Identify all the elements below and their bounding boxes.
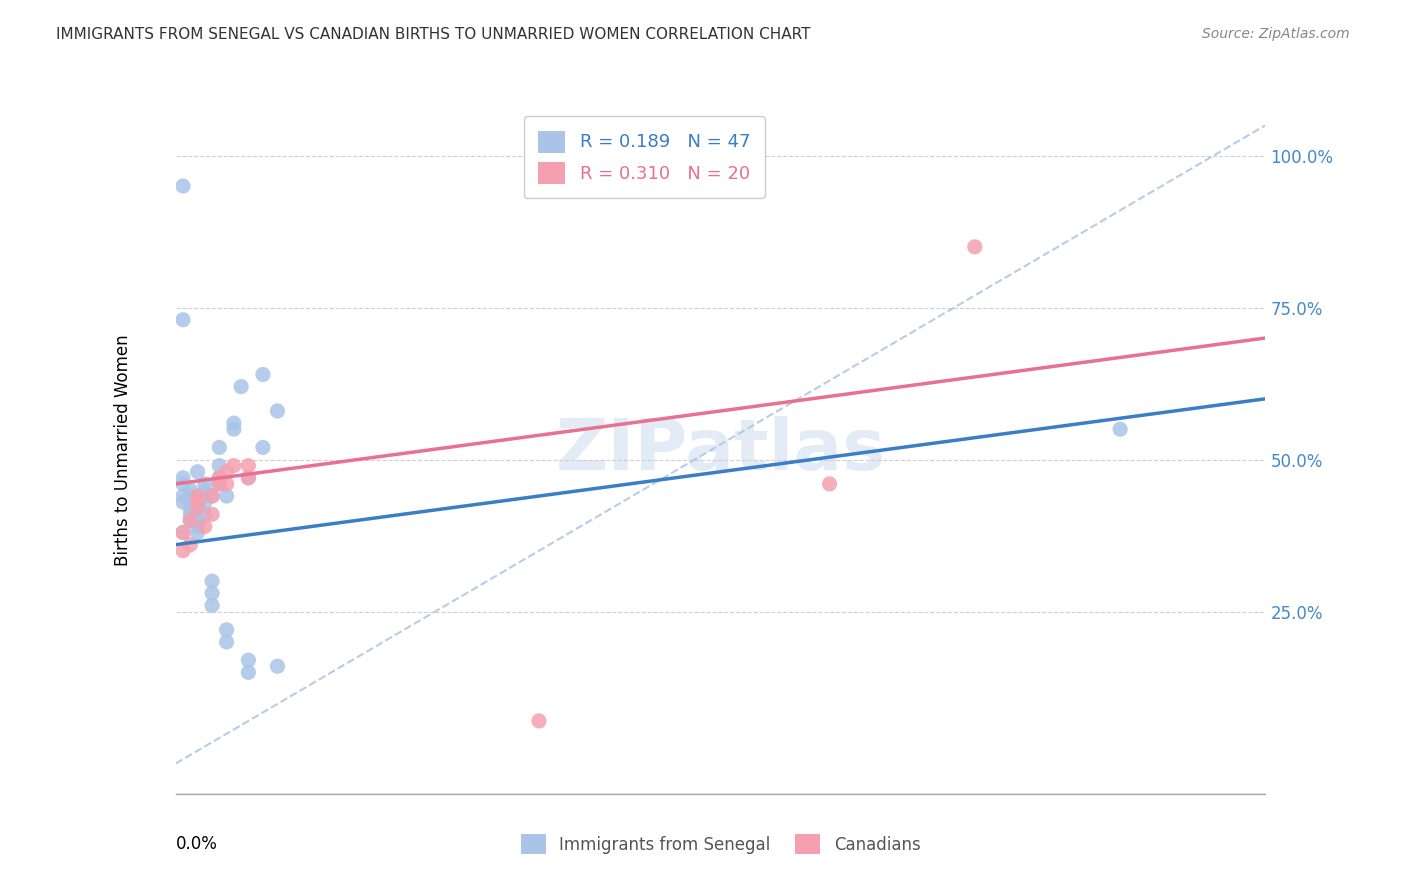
Point bbox=[179, 495, 201, 509]
Point bbox=[201, 489, 224, 503]
Point bbox=[238, 471, 260, 485]
Point bbox=[172, 525, 194, 540]
Point bbox=[208, 476, 231, 491]
Point bbox=[172, 471, 194, 485]
Point bbox=[194, 508, 217, 522]
Point bbox=[215, 489, 238, 503]
Point bbox=[194, 519, 217, 533]
Point bbox=[186, 495, 209, 509]
Point bbox=[194, 495, 217, 509]
Point bbox=[172, 543, 194, 558]
Point bbox=[179, 513, 201, 527]
Point bbox=[201, 508, 224, 522]
Text: ZIPatlas: ZIPatlas bbox=[555, 416, 886, 485]
Point bbox=[208, 471, 231, 485]
Point bbox=[186, 495, 209, 509]
Text: Source: ZipAtlas.com: Source: ZipAtlas.com bbox=[1202, 27, 1350, 41]
Point bbox=[818, 476, 841, 491]
Point bbox=[222, 458, 245, 473]
Point bbox=[186, 465, 209, 479]
Point bbox=[208, 476, 231, 491]
Point bbox=[172, 312, 194, 326]
Legend: Immigrants from Senegal, Canadians: Immigrants from Senegal, Canadians bbox=[515, 828, 927, 861]
Point bbox=[186, 495, 209, 509]
Point bbox=[186, 501, 209, 516]
Point bbox=[179, 501, 201, 516]
Point bbox=[222, 422, 245, 436]
Point bbox=[222, 416, 245, 430]
Point bbox=[208, 458, 231, 473]
Point bbox=[215, 635, 238, 649]
Point bbox=[172, 179, 194, 194]
Point bbox=[215, 465, 238, 479]
Point bbox=[201, 489, 224, 503]
Point bbox=[179, 489, 201, 503]
Point bbox=[201, 574, 224, 589]
Point bbox=[172, 525, 194, 540]
Point bbox=[186, 525, 209, 540]
Point bbox=[201, 586, 224, 600]
Point bbox=[172, 495, 194, 509]
Point bbox=[179, 513, 201, 527]
Point bbox=[238, 665, 260, 680]
Point bbox=[172, 489, 194, 503]
Point bbox=[238, 653, 260, 667]
Point bbox=[231, 379, 253, 393]
Point bbox=[186, 501, 209, 516]
Point bbox=[201, 599, 224, 613]
Point bbox=[252, 441, 274, 455]
Point bbox=[266, 659, 288, 673]
Point bbox=[266, 404, 288, 418]
Point bbox=[194, 489, 217, 503]
Point bbox=[208, 441, 231, 455]
Point bbox=[186, 519, 209, 533]
Point bbox=[179, 538, 201, 552]
Point bbox=[208, 471, 231, 485]
Point bbox=[194, 476, 217, 491]
Point bbox=[179, 483, 201, 497]
Point bbox=[527, 714, 550, 728]
Point bbox=[215, 623, 238, 637]
Point bbox=[186, 513, 209, 527]
Point bbox=[238, 471, 260, 485]
Text: Births to Unmarried Women: Births to Unmarried Women bbox=[114, 334, 132, 566]
Point bbox=[186, 489, 209, 503]
Point bbox=[194, 483, 217, 497]
Point bbox=[179, 508, 201, 522]
Point bbox=[238, 458, 260, 473]
Point bbox=[963, 240, 986, 254]
Point bbox=[172, 476, 194, 491]
Text: IMMIGRANTS FROM SENEGAL VS CANADIAN BIRTHS TO UNMARRIED WOMEN CORRELATION CHART: IMMIGRANTS FROM SENEGAL VS CANADIAN BIRT… bbox=[56, 27, 811, 42]
Point bbox=[252, 368, 274, 382]
Point bbox=[1109, 422, 1132, 436]
Text: 0.0%: 0.0% bbox=[176, 835, 218, 853]
Point bbox=[215, 476, 238, 491]
